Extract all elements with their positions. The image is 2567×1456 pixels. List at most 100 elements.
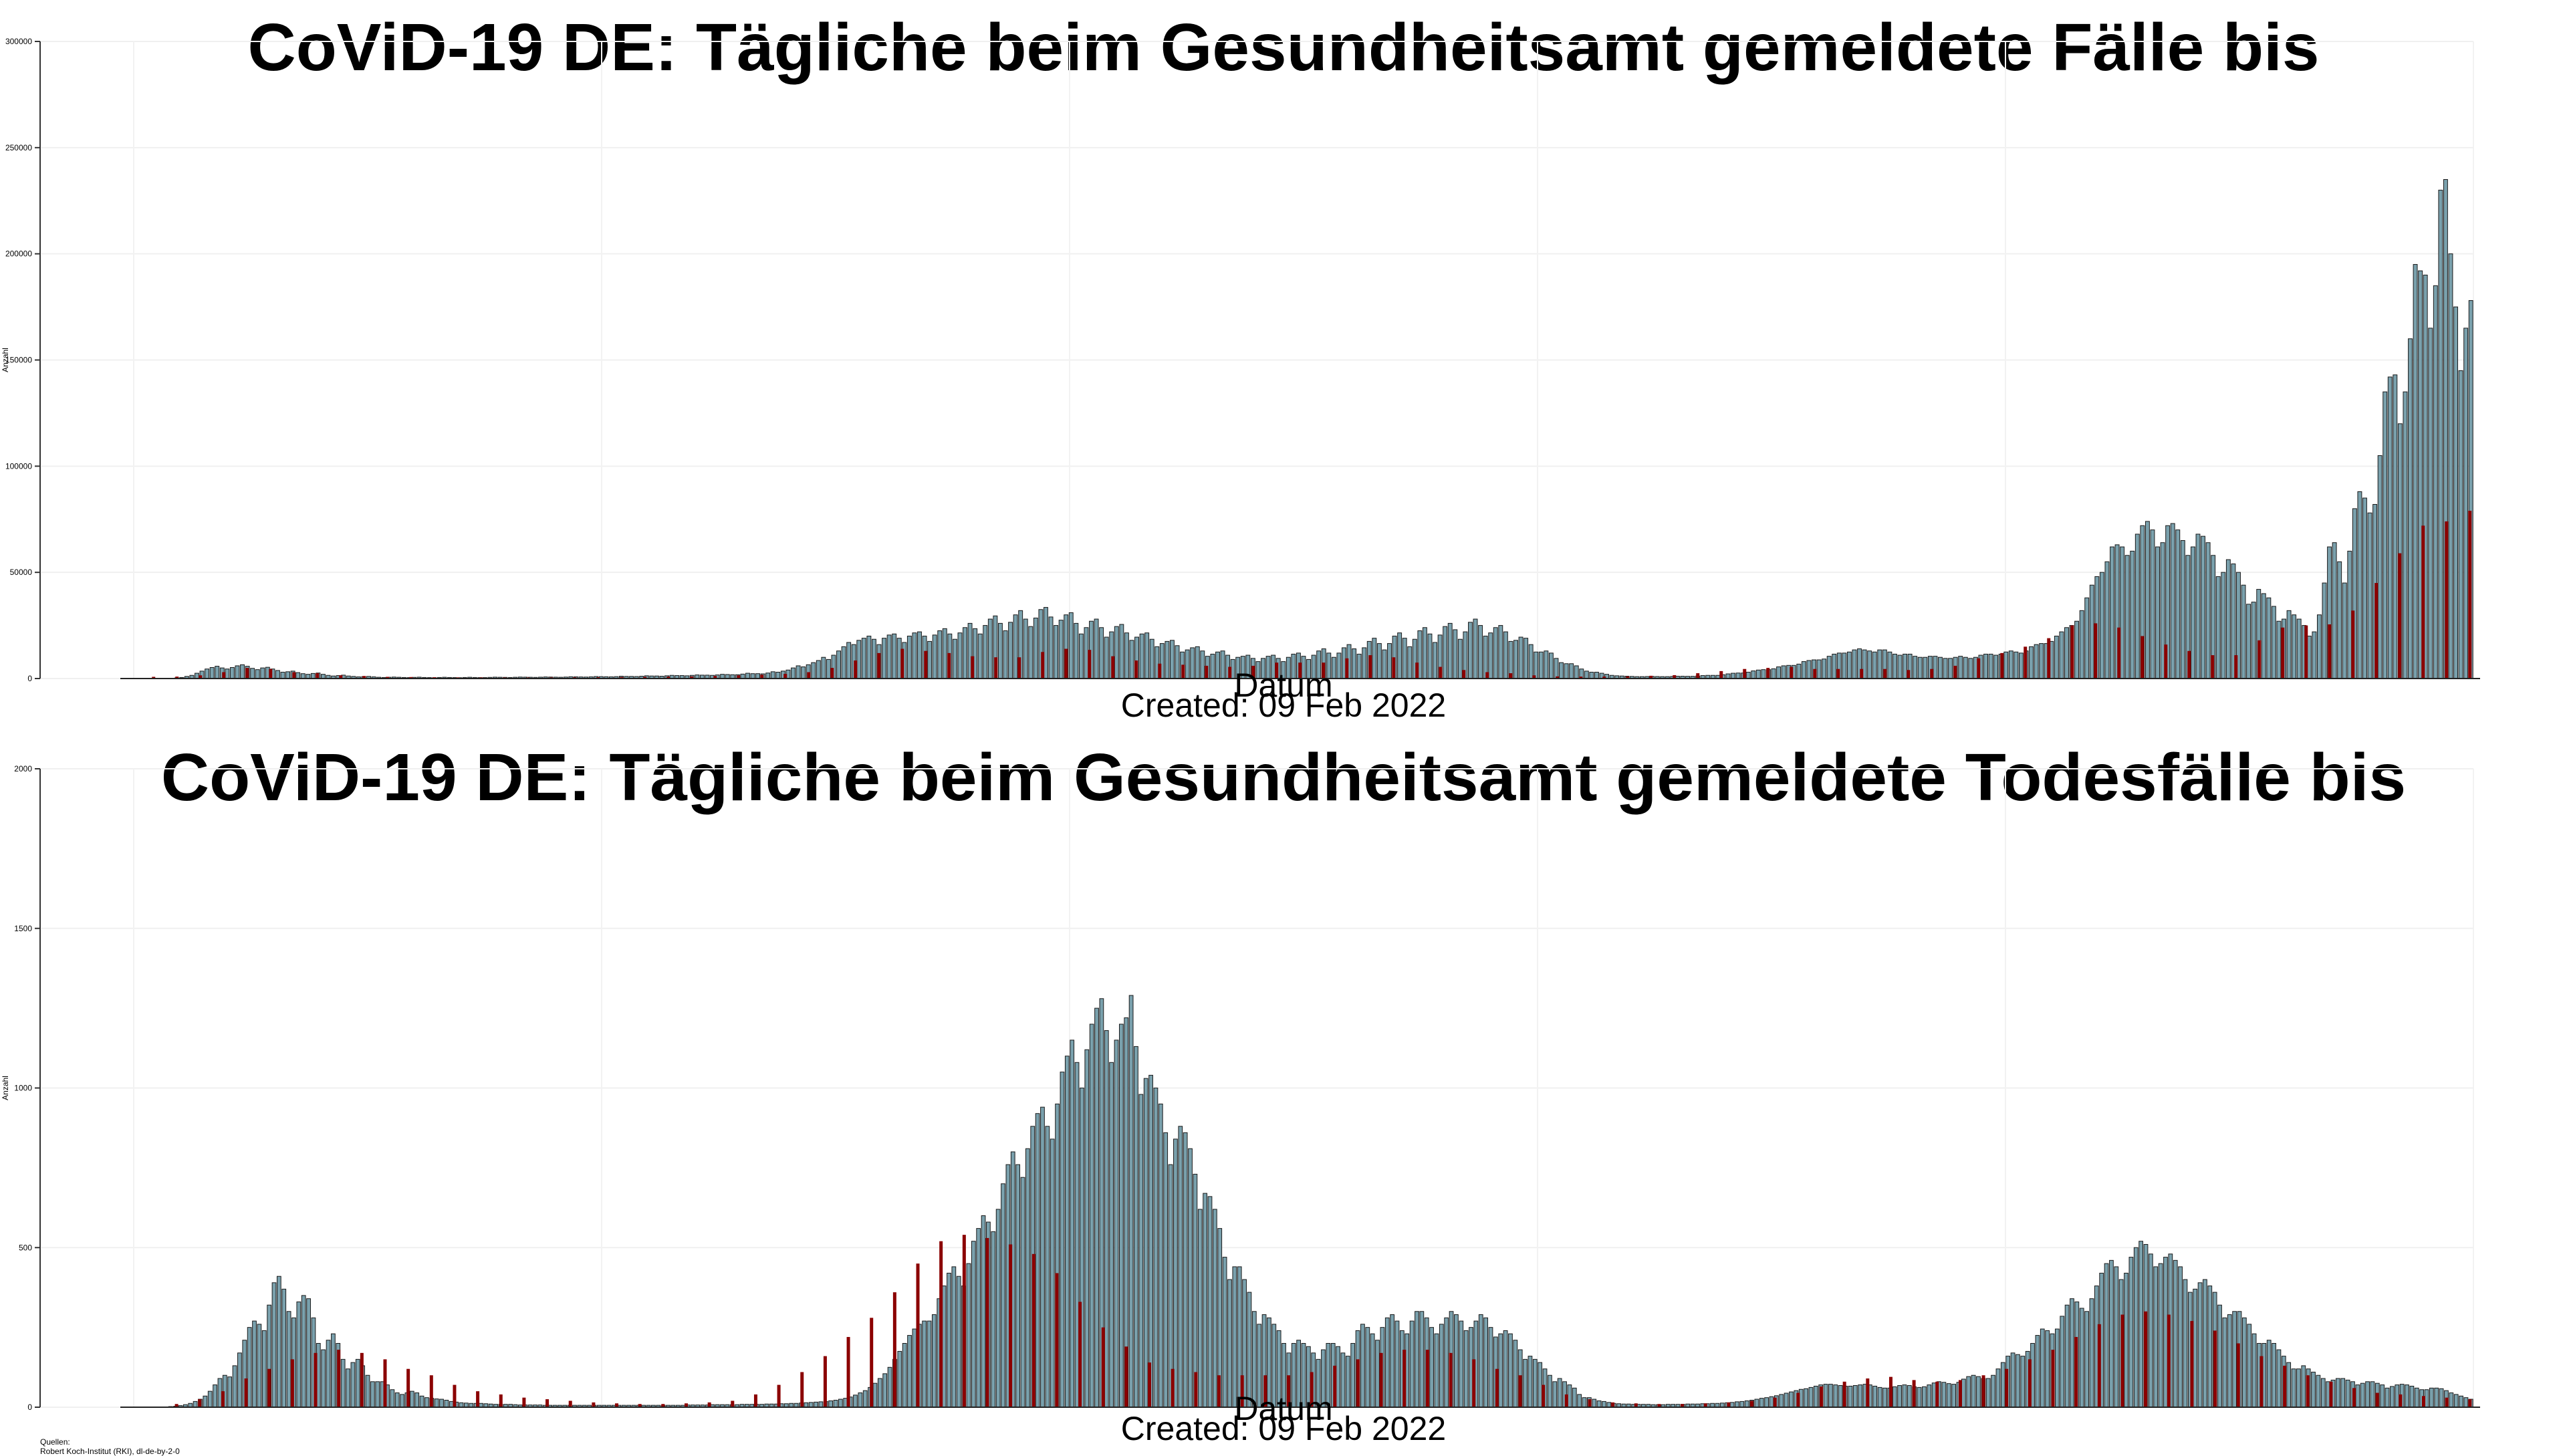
deaths-daily-bar: [1001, 1183, 1005, 1408]
deaths-weekly-bar: [2283, 1365, 2287, 1407]
deaths-weekly-bar: [1935, 1381, 1939, 1407]
deaths-daily-bar: [1178, 1126, 1183, 1408]
cases-daily-bar: [2155, 546, 2160, 679]
cases-daily-bar: [2367, 512, 2372, 679]
deaths-daily-bar: [1153, 1088, 1158, 1408]
cases-weekly-bar: [386, 677, 390, 679]
cases-daily-bar: [2463, 328, 2469, 679]
cases-daily-bar: [2458, 370, 2463, 679]
cases-weekly-bar: [713, 676, 717, 679]
cases-weekly-bar: [1696, 673, 1700, 679]
deaths-weekly-bar: [985, 1237, 989, 1407]
deaths-weekly-bar: [2167, 1314, 2171, 1407]
deaths-daily-bar: [951, 1266, 957, 1408]
cases-weekly-bar: [2257, 640, 2262, 679]
deaths-weekly-bar: [2468, 1399, 2472, 1407]
deaths-daily-bar: [2153, 1266, 2159, 1408]
cases-daily-bar: [2342, 582, 2347, 679]
deaths-weekly-bar: [1518, 1375, 1522, 1407]
cases-weekly-bar: [737, 675, 741, 679]
deaths-weekly-bar: [2051, 1350, 2055, 1407]
cases-daily-bar: [2134, 533, 2140, 679]
deaths-daily-bar: [2203, 1279, 2207, 1408]
deaths-weekly-bar: [1148, 1362, 1152, 1407]
deaths-weekly-bar: [360, 1352, 364, 1407]
deaths-chart-plot: 0 500 1000 1500 2000 Anzahl: [1, 764, 2480, 1412]
deaths-weekly-bar: [1472, 1359, 1476, 1408]
deaths-weekly-bar: [2445, 1397, 2449, 1407]
deaths-daily-bar: [2128, 1257, 2134, 1408]
cases-weekly-bar: [339, 675, 343, 679]
cases-weekly-bar: [1251, 665, 1255, 679]
deaths-y-tick-label: 1000: [14, 1084, 32, 1093]
cases-weekly-bar: [620, 677, 624, 679]
deaths-weekly-bar: [2074, 1336, 2078, 1407]
cases-daily-bar: [2357, 491, 2362, 679]
deaths-daily-bar: [1197, 1209, 1203, 1408]
deaths-y-tick-label: 2000: [14, 764, 32, 773]
cases-weekly-bar: [1907, 670, 1911, 679]
cases-daily-bar: [2195, 533, 2201, 679]
deaths-daily-bar: [2133, 1247, 2138, 1408]
deaths-weekly-bar: [800, 1372, 804, 1407]
deaths-weekly-bar: [1981, 1375, 1985, 1407]
deaths-weekly-bar: [406, 1368, 410, 1407]
deaths-weekly-bar: [1542, 1384, 1546, 1407]
cases-y-tick-label: 200000: [5, 249, 32, 259]
cases-y-tick-label: 150000: [5, 356, 32, 365]
cases-chart-panel: CoViD-19 DE: Tägliche beim Gesundheitsam…: [1, 10, 2480, 724]
deaths-daily-bar: [976, 1228, 981, 1408]
cases-daily-bar: [2337, 561, 2342, 679]
deaths-weekly-bar: [777, 1384, 781, 1407]
deaths-weekly-bar: [939, 1241, 943, 1407]
deaths-weekly-bar: [1379, 1352, 1383, 1407]
deaths-weekly-bar: [1425, 1350, 1429, 1407]
deaths-daily-bar: [2183, 1279, 2188, 1408]
cases-weekly-bar: [900, 648, 904, 679]
deaths-daily-bar: [1118, 1023, 1124, 1408]
cases-weekly-bar: [994, 657, 998, 679]
cases-weekly-bar: [1134, 660, 1138, 679]
deaths-weekly-bar: [2144, 1311, 2148, 1407]
deaths-daily-bar: [1227, 1279, 1232, 1408]
deaths-weekly-bar: [1124, 1346, 1128, 1407]
cases-chart-title: CoViD-19 DE: Tägliche beim Gesundheitsam…: [247, 10, 2320, 85]
cases-daily-bar: [2099, 572, 2104, 679]
deaths-weekly-bar: [1681, 1404, 1685, 1407]
cases-daily-bar: [2428, 328, 2433, 679]
deaths-weekly-bar: [2097, 1324, 2101, 1407]
deaths-weekly-bar: [1078, 1302, 1082, 1407]
cases-weekly-bar: [1579, 677, 1583, 679]
deaths-daily-bar: [1094, 1007, 1099, 1408]
deaths-weekly-bar: [1101, 1327, 1105, 1408]
deaths-weekly-bar: [592, 1402, 596, 1407]
deaths-weekly-bar: [1703, 1403, 1707, 1407]
cases-y-axis-label: Anzahl: [1, 348, 10, 372]
cases-y-tick-label: 300000: [5, 37, 32, 46]
deaths-weekly-bar: [383, 1359, 387, 1408]
deaths-weekly-bar: [1356, 1359, 1360, 1408]
cases-daily-bar: [2377, 455, 2382, 679]
cases-daily-bar: [2448, 253, 2453, 679]
deaths-weekly-bar: [1888, 1376, 1892, 1407]
deaths-daily-bar: [1222, 1257, 1227, 1408]
deaths-daily-bar: [1035, 1113, 1040, 1408]
cases-weekly-bar: [1415, 662, 1419, 679]
deaths-daily-bar: [2173, 1259, 2178, 1408]
cases-daily-bar: [2160, 542, 2165, 679]
cases-daily-bar: [2130, 550, 2135, 679]
cases-weekly-bar: [269, 669, 273, 679]
deaths-weekly-bar: [2399, 1394, 2403, 1407]
cases-weekly-bar: [2374, 583, 2378, 679]
deaths-y-tick-label: 500: [19, 1243, 32, 1252]
cases-y-tick-label: 100000: [5, 461, 32, 471]
deaths-daily-bar: [947, 1272, 951, 1408]
deaths-weekly-bar: [1217, 1375, 1221, 1407]
deaths-daily-bar: [1045, 1126, 1050, 1408]
deaths-weekly-bar: [2422, 1396, 2425, 1407]
deaths-weekly-bar: [267, 1368, 271, 1407]
deaths-x-axis-label: Datum: [1234, 1390, 1333, 1427]
deaths-daily-bar: [1232, 1266, 1237, 1408]
cases-daily-bar: [2175, 529, 2181, 679]
deaths-weekly-bar: [1333, 1365, 1337, 1407]
